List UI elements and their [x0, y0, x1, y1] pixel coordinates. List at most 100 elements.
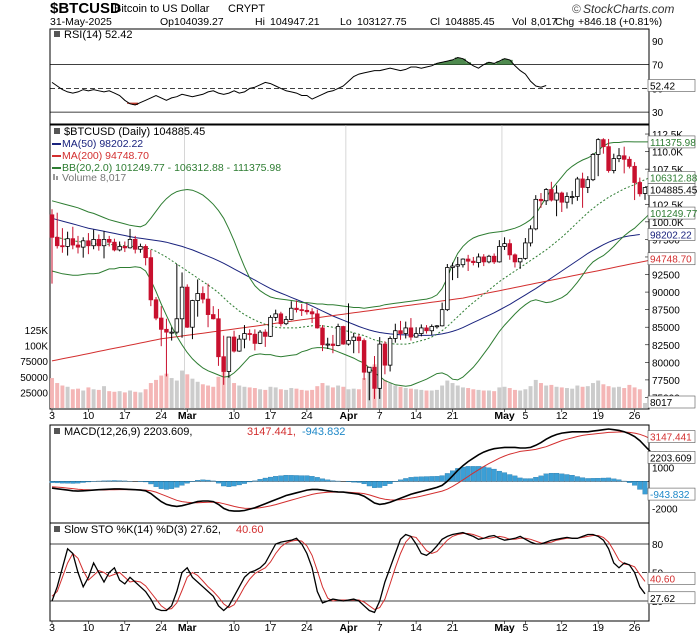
stat-high-label: Hi: [255, 16, 265, 28]
volume-bar: [637, 389, 642, 408]
candle: [580, 172, 585, 208]
macd-histogram-bar: [559, 473, 565, 482]
candle: [450, 262, 455, 281]
macd-histogram-bar: [195, 480, 201, 482]
candle: [263, 329, 268, 347]
candle-body: [621, 155, 627, 160]
candle: [195, 279, 200, 317]
candle: [595, 138, 601, 177]
symbol: $BTCUSD: [50, 0, 121, 17]
volume-bar: [564, 388, 569, 408]
candle: [278, 311, 284, 327]
candle-body: [512, 254, 518, 263]
volume-bar: [502, 386, 507, 408]
company-name: Bitcoin to US Dollar: [114, 3, 210, 15]
price-right-label-box: [647, 183, 696, 196]
price-right-label-box: [647, 206, 696, 220]
candle: [507, 239, 512, 260]
volume-bar: [559, 387, 564, 408]
macd-histogram-bar: [148, 481, 154, 485]
candle-body: [195, 293, 200, 301]
macd-signal-label-box: [647, 430, 696, 443]
macd-histogram-bar: [309, 476, 315, 482]
candle: [257, 330, 263, 345]
candle-body: [54, 236, 60, 247]
volume-bar: [393, 385, 398, 408]
candle-body: [330, 343, 336, 346]
volume-bar: [570, 388, 575, 408]
volume-tick-label: 50000: [20, 373, 48, 384]
price-legend: $BTCUSD (Daily) 104885.45 MA(50) 98202.2…: [52, 126, 281, 184]
price-tick-label: 97500: [652, 235, 680, 246]
candle-body: [413, 333, 419, 338]
x-tick-label: 3: [49, 622, 55, 634]
candle-body: [169, 331, 174, 334]
volume-tick-label: 125K: [25, 326, 49, 337]
macd-histogram-bar: [361, 481, 367, 485]
volume-bar: [440, 385, 445, 408]
volume-bar: [268, 386, 273, 408]
macd-value-label: 2203.609: [650, 453, 692, 464]
candle: [424, 325, 429, 334]
candle-body: [75, 244, 81, 248]
volume-bar: [159, 375, 164, 408]
x-tick-label: 3: [49, 410, 55, 422]
volume-bar: [107, 391, 112, 408]
candle-body: [632, 165, 637, 183]
macd-legend: MACD(12,26,9) 2203.609, 3147.441, -943.8…: [54, 426, 345, 438]
exchange: CRYPT: [228, 3, 265, 15]
volume-bar: [533, 379, 538, 408]
candle-body: [367, 366, 372, 373]
x-tick-label: Apr: [339, 410, 357, 422]
candle-body: [200, 293, 206, 300]
macd-histogram-bar: [205, 479, 211, 482]
volume-bar: [55, 383, 60, 408]
x-tick-label: Mar: [178, 622, 197, 634]
volume-bar: [507, 388, 512, 408]
candle-body: [595, 139, 601, 155]
brand-name: StockCharts.com: [583, 2, 674, 16]
candle-body: [231, 336, 237, 352]
macd-histogram-bar: [184, 481, 190, 484]
candle: [642, 187, 648, 200]
candle: [564, 192, 570, 209]
candle-body: [101, 238, 107, 247]
macd-histogram-bar: [554, 472, 560, 482]
candle-body: [211, 314, 216, 320]
candle: [190, 299, 195, 340]
candle: [49, 209, 55, 284]
macd-signal-value: 3147.441,: [247, 426, 296, 438]
candle: [346, 303, 351, 346]
candle-body: [294, 307, 299, 311]
volume-bar: [91, 389, 96, 408]
macd-tick-label: -2000: [652, 504, 678, 515]
date-axes: 3 10 17 24 Mar 10 17 24 Apr 7 14 21 May 5 12 19 26 3 10 17 2…: [49, 409, 641, 634]
candle-body: [185, 286, 190, 328]
price-right-label: 106312.88: [650, 173, 698, 184]
volume-bar: [611, 387, 616, 408]
candle: [231, 330, 237, 353]
candle-body: [471, 260, 476, 263]
candle: [486, 254, 492, 264]
candle-body: [549, 189, 554, 201]
sto-legend: Slow STO %K(14) %D(3) 27.62, 40.60: [54, 524, 264, 536]
volume-bar: [356, 389, 361, 408]
candle: [60, 228, 65, 253]
candle-body: [190, 300, 195, 328]
volume-bar: [538, 383, 543, 408]
macd-histogram-bar: [80, 481, 86, 483]
macd-histogram-bar: [512, 475, 518, 482]
volume-bar: [263, 389, 268, 408]
candle-body: [289, 307, 294, 320]
candle: [361, 338, 367, 380]
volume-bar: [315, 386, 320, 408]
volume-bar: [133, 391, 138, 408]
candle-body: [226, 336, 232, 372]
volume-bar: [200, 384, 205, 408]
macd-histogram-bar: [616, 479, 622, 482]
volume-bar: [617, 386, 621, 408]
candle: [294, 300, 299, 313]
macd-histogram-bar: [543, 473, 549, 482]
candle: [247, 329, 252, 341]
sto-k-label-box: [647, 591, 696, 605]
